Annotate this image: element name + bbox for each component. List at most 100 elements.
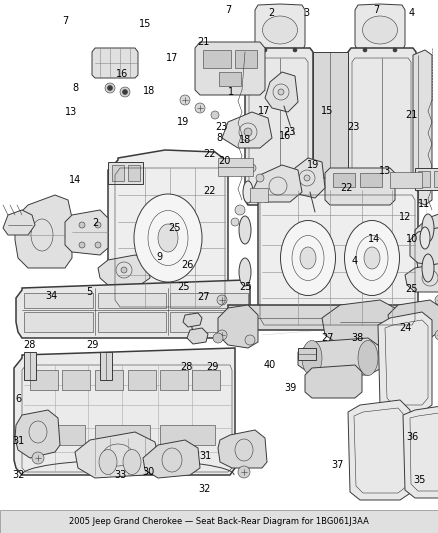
Bar xyxy=(24,352,36,380)
Text: 40: 40 xyxy=(263,360,276,370)
Ellipse shape xyxy=(300,247,316,269)
Text: 17: 17 xyxy=(166,53,178,62)
Bar xyxy=(360,173,382,187)
Text: 5: 5 xyxy=(87,287,93,296)
Ellipse shape xyxy=(262,16,297,44)
Polygon shape xyxy=(3,210,35,235)
Text: 22: 22 xyxy=(341,183,353,192)
Bar xyxy=(218,158,253,176)
Ellipse shape xyxy=(280,221,336,295)
Polygon shape xyxy=(75,432,160,478)
Polygon shape xyxy=(170,312,248,332)
Bar xyxy=(418,171,430,187)
Polygon shape xyxy=(108,150,228,312)
Bar xyxy=(108,162,143,184)
Bar xyxy=(250,188,268,202)
Text: 19: 19 xyxy=(177,117,189,126)
Circle shape xyxy=(244,128,252,136)
Circle shape xyxy=(231,218,239,226)
Polygon shape xyxy=(313,52,348,200)
Bar xyxy=(390,172,422,188)
Polygon shape xyxy=(24,293,93,308)
Polygon shape xyxy=(187,328,208,344)
Polygon shape xyxy=(98,255,150,285)
Text: 10: 10 xyxy=(406,234,418,244)
Ellipse shape xyxy=(243,181,253,203)
Ellipse shape xyxy=(420,227,430,249)
Circle shape xyxy=(95,222,101,228)
Polygon shape xyxy=(415,208,438,275)
Polygon shape xyxy=(355,4,405,55)
Ellipse shape xyxy=(364,247,380,269)
Polygon shape xyxy=(348,48,416,205)
Bar xyxy=(100,352,112,380)
Bar xyxy=(333,173,355,187)
Text: 29: 29 xyxy=(206,362,219,372)
Circle shape xyxy=(304,175,310,181)
Polygon shape xyxy=(65,210,108,255)
Text: 14: 14 xyxy=(368,234,381,244)
Circle shape xyxy=(390,335,400,345)
Polygon shape xyxy=(388,300,438,338)
Text: 32: 32 xyxy=(199,484,211,494)
Text: 17: 17 xyxy=(258,106,270,116)
Text: 13: 13 xyxy=(65,107,77,117)
Ellipse shape xyxy=(239,216,251,244)
Text: 2: 2 xyxy=(268,9,275,18)
Circle shape xyxy=(435,330,438,340)
Ellipse shape xyxy=(302,341,322,376)
Text: 18: 18 xyxy=(239,135,251,144)
Circle shape xyxy=(180,95,190,105)
Text: 22: 22 xyxy=(203,149,215,158)
Text: 9: 9 xyxy=(157,252,163,262)
Text: 31: 31 xyxy=(12,437,25,446)
Polygon shape xyxy=(305,365,362,398)
Text: 28: 28 xyxy=(24,341,36,350)
Text: 39: 39 xyxy=(284,383,296,393)
Text: 23: 23 xyxy=(283,127,295,137)
Bar xyxy=(219,72,241,86)
Polygon shape xyxy=(252,165,302,202)
Text: 34: 34 xyxy=(46,291,58,301)
Polygon shape xyxy=(405,263,438,292)
Text: 1: 1 xyxy=(228,87,234,96)
Bar xyxy=(203,50,231,68)
Polygon shape xyxy=(128,370,156,390)
Bar xyxy=(235,50,257,68)
Text: 37: 37 xyxy=(331,460,343,470)
Polygon shape xyxy=(403,405,438,498)
Text: 15: 15 xyxy=(139,19,152,29)
Polygon shape xyxy=(413,50,432,205)
Text: 20: 20 xyxy=(218,156,230,166)
Ellipse shape xyxy=(422,254,434,282)
Circle shape xyxy=(213,333,223,343)
Text: 24: 24 xyxy=(399,323,411,333)
Text: 4: 4 xyxy=(352,256,358,266)
Bar xyxy=(434,171,438,187)
Polygon shape xyxy=(24,312,93,332)
Text: 23: 23 xyxy=(348,122,360,132)
Circle shape xyxy=(105,83,115,93)
Polygon shape xyxy=(14,348,235,475)
Polygon shape xyxy=(378,312,432,412)
Circle shape xyxy=(311,178,319,186)
Text: 36: 36 xyxy=(406,432,419,442)
Circle shape xyxy=(235,205,245,215)
Polygon shape xyxy=(195,42,265,95)
Text: 27: 27 xyxy=(321,334,334,343)
Polygon shape xyxy=(160,425,215,445)
Circle shape xyxy=(238,466,250,478)
Polygon shape xyxy=(348,400,412,500)
Circle shape xyxy=(79,222,85,228)
Circle shape xyxy=(120,87,130,97)
Text: 35: 35 xyxy=(413,475,426,484)
Text: 15: 15 xyxy=(321,106,334,116)
Polygon shape xyxy=(265,72,298,112)
Circle shape xyxy=(436,216,438,224)
Text: 18: 18 xyxy=(143,86,155,95)
Polygon shape xyxy=(410,226,438,266)
Ellipse shape xyxy=(158,224,178,252)
Text: 16: 16 xyxy=(279,131,291,141)
Bar xyxy=(128,165,140,181)
Circle shape xyxy=(278,89,284,95)
